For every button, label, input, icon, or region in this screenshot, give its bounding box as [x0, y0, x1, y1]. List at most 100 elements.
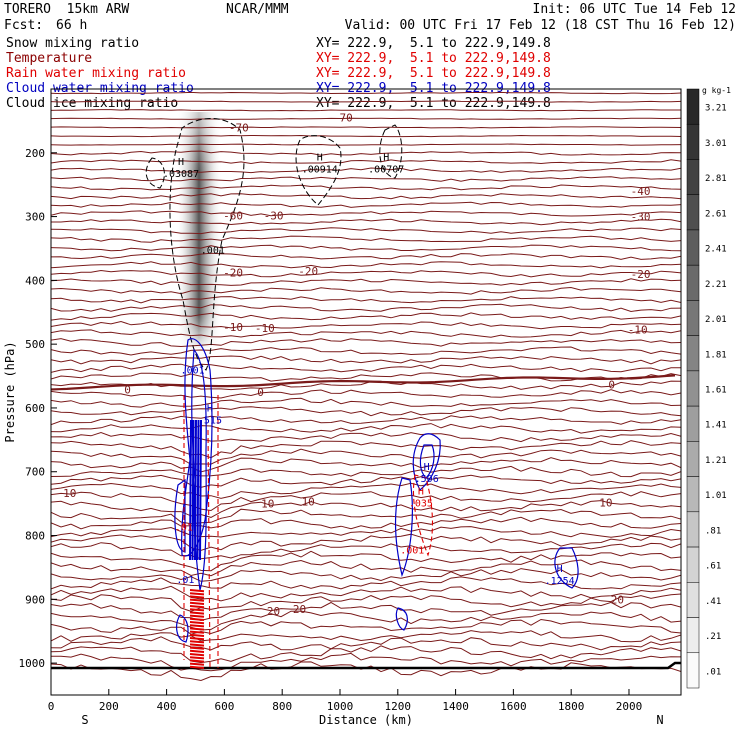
extremum-value: .03087 — [163, 169, 199, 180]
isotherm-line — [51, 516, 681, 530]
isotherm-line — [51, 406, 681, 417]
cloud-water-contour — [554, 547, 579, 589]
y-tick-label: 900 — [25, 593, 45, 606]
x-tick-label: 200 — [99, 700, 119, 713]
field-xy: XY= 222.9, 5.1 to 222.9,149.8 — [316, 36, 551, 51]
colorbar-box — [686, 441, 700, 477]
cloud-ice-contour — [379, 124, 403, 179]
isotherm-line — [51, 159, 681, 165]
isotherm-line — [51, 338, 681, 348]
isotherm-line — [51, 252, 681, 260]
isotherm-line — [51, 576, 681, 590]
colorbar-label: 1.21 — [705, 456, 727, 466]
rain-core — [189, 643, 205, 647]
model-title: TORERO 15km ARW — [4, 2, 130, 17]
rain-core — [189, 656, 205, 660]
colorbar-box — [686, 159, 700, 195]
colorbar-box — [686, 546, 700, 583]
rain-core — [189, 601, 205, 605]
rain-core — [189, 592, 205, 596]
colorbar-box — [686, 476, 700, 513]
fcst-label: Fcst: — [4, 18, 44, 33]
isotherm-line — [51, 320, 681, 330]
y-axis-label: Pressure (hPa) — [3, 341, 17, 442]
cloud-water-contour — [174, 478, 186, 553]
fcst-value: 66 h — [56, 18, 88, 33]
y-tick-label: 600 — [25, 402, 45, 415]
colorbar-label: 2.21 — [705, 280, 727, 290]
isotherm-line — [51, 661, 681, 682]
x-tick-label: 1000 — [327, 700, 354, 713]
x-tick-label: 400 — [157, 700, 177, 713]
rain-core — [189, 665, 205, 669]
extremum-mark: H — [424, 462, 430, 473]
isotherm-line — [51, 636, 681, 651]
isotherm-line — [51, 184, 681, 191]
isotherm-line — [51, 278, 681, 286]
isotherm-line — [51, 448, 681, 465]
temperature-label: 20 — [611, 593, 624, 606]
colorbar-box — [686, 264, 700, 301]
colorbar-label: 2.01 — [705, 315, 727, 325]
y-tick-label: 1000 — [19, 657, 46, 670]
extremum-mark: H — [418, 486, 424, 497]
rain-contour — [207, 429, 211, 669]
isotherm-line — [51, 296, 681, 304]
isotherm-line — [51, 397, 681, 408]
isotherm-line — [51, 482, 681, 499]
temperature-label: -20 — [223, 267, 243, 280]
rain-core — [189, 624, 205, 628]
center-title: NCAR/MMM — [226, 2, 289, 17]
isotherm-line — [51, 210, 681, 217]
isotherm-line — [51, 303, 681, 313]
colorbar-label: .21 — [705, 632, 721, 642]
y-tick-label: 500 — [25, 338, 45, 351]
terrain-line — [51, 661, 681, 670]
field-xy: XY= 222.9, 5.1 to 222.9,149.8 — [316, 66, 551, 81]
isotherm-line — [51, 218, 681, 226]
isotherm-line — [51, 440, 681, 459]
x-tick-label: 1400 — [442, 700, 469, 713]
extremum-value: .00914 — [302, 165, 338, 176]
rain-core — [189, 649, 205, 653]
isotherm-line — [51, 474, 681, 488]
temperature-label: -70 — [333, 112, 353, 125]
rain-core — [189, 662, 205, 666]
isotherm-line — [51, 601, 681, 622]
temperature-label: 0 — [608, 378, 615, 391]
cloud-water-core — [199, 419, 202, 561]
extremum-mark: H — [383, 153, 389, 164]
colorbar-box — [686, 511, 700, 548]
colorbar-label: .81 — [705, 526, 721, 536]
isotherm-line — [51, 618, 681, 635]
colorbar-label: 2.81 — [705, 174, 727, 184]
temperature-label: 10 — [261, 498, 274, 511]
rain-core — [189, 605, 205, 609]
valid-time: Valid: 00 UTC Fri 17 Feb 12 (18 CST Thu … — [344, 18, 736, 33]
cloud-water-core — [196, 419, 200, 561]
isotherm-line — [51, 227, 681, 235]
temperature-label: 20 — [293, 603, 306, 616]
isotherm-line — [51, 610, 681, 631]
temperature-label: -30 — [631, 211, 651, 224]
isotherm-line — [51, 244, 681, 252]
isotherm-line — [51, 143, 681, 146]
temperature-label: -30 — [264, 209, 284, 222]
rain-core — [189, 598, 205, 602]
field-name: Snow mixing ratio — [6, 36, 140, 51]
extremum-value: .001 — [181, 366, 205, 377]
extremum-value: .1254 — [545, 576, 575, 587]
y-tick-label: 700 — [25, 466, 45, 479]
cloud-water-contour — [395, 477, 413, 577]
temperature-label: -10 — [628, 323, 648, 336]
isotherm-line — [51, 431, 681, 443]
rain-core — [189, 653, 205, 657]
isotherm-line — [51, 533, 681, 551]
temperature-label: 0 — [257, 386, 264, 399]
cloud-water-core — [194, 419, 197, 561]
x-tick-label: 1800 — [558, 700, 585, 713]
colorbar-label: 1.01 — [705, 491, 727, 501]
extremum-value: .01 — [176, 575, 194, 586]
colorbar-box — [686, 370, 700, 407]
snow-shading — [176, 112, 222, 348]
